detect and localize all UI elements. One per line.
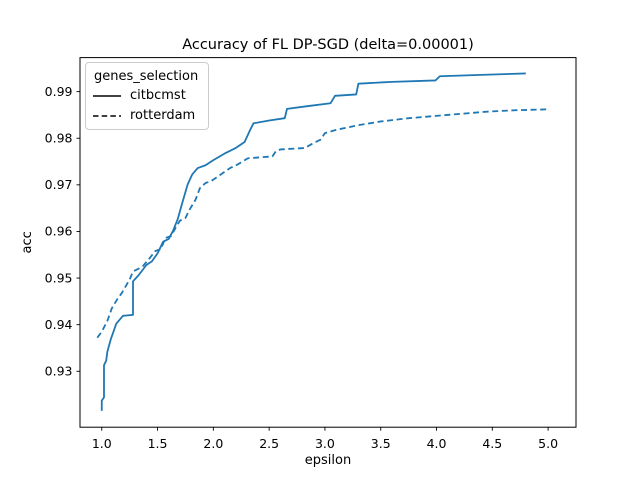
legend-label: citbcmst	[130, 88, 186, 103]
x-axis-label: epsilon	[305, 453, 351, 468]
legend-item-rotterdam: rotterdam	[93, 109, 198, 122]
x-tick-label: 2.5	[259, 436, 279, 451]
x-tick-label: 2.0	[203, 436, 223, 451]
dashed-line-icon	[93, 114, 121, 117]
chart-title: Accuracy of FL DP-SGD (delta=0.00001)	[182, 37, 474, 53]
legend-item-citbcmst: citbcmst	[93, 89, 198, 102]
y-axis-ticks: 0.93 0.94 0.95 0.96 0.97 0.98 0.99	[45, 84, 80, 378]
x-tick-label: 3.0	[315, 436, 335, 451]
y-tick-label: 0.97	[45, 177, 73, 192]
x-tick-label: 1.0	[92, 436, 112, 451]
x-tick-label: 1.5	[148, 436, 168, 451]
legend-label: rotterdam	[130, 108, 196, 123]
plot-frame	[79, 57, 577, 428]
solid-line-icon	[93, 94, 121, 97]
x-tick-label: 3.5	[371, 436, 391, 451]
y-tick-label: 0.93	[45, 363, 73, 378]
y-tick-label: 0.95	[45, 270, 73, 285]
legend-title: genes_selection	[94, 69, 199, 84]
x-axis-ticks: 1.0 1.5 2.0 2.5 3.0 3.5 4.0 4.5 5.0	[92, 427, 558, 451]
x-tick-label: 5.0	[538, 436, 558, 451]
x-tick-label: 4.5	[482, 436, 502, 451]
legend: genes_selection citbcmst rotterdam	[85, 62, 210, 130]
y-tick-label: 0.96	[45, 224, 73, 239]
series-line-rotterdam	[96, 108, 549, 339]
plot-area	[79, 57, 577, 428]
y-axis-label: acc	[20, 231, 35, 253]
y-tick-label: 0.99	[45, 84, 73, 99]
x-tick-label: 4.0	[427, 436, 447, 451]
y-tick-label: 0.98	[45, 130, 73, 145]
y-tick-label: 0.94	[45, 317, 73, 332]
series-lines	[96, 72, 549, 411]
series-line-citbcmst	[100, 72, 526, 411]
